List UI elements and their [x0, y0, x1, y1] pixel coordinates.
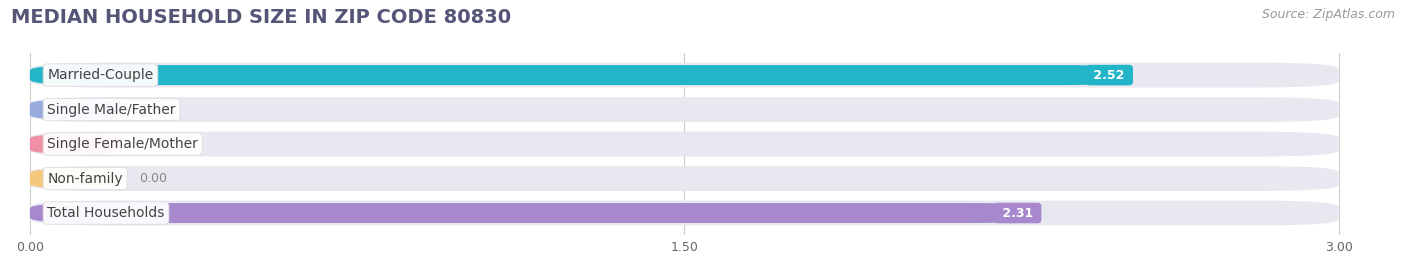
FancyBboxPatch shape — [30, 65, 1129, 85]
Text: 2.31: 2.31 — [998, 207, 1038, 220]
Text: Total Households: Total Households — [48, 206, 165, 220]
Text: 0.00: 0.00 — [139, 103, 167, 116]
FancyBboxPatch shape — [30, 166, 1339, 191]
Text: Non-family: Non-family — [48, 172, 122, 186]
Text: 0.00: 0.00 — [139, 137, 167, 151]
Text: Source: ZipAtlas.com: Source: ZipAtlas.com — [1261, 8, 1395, 21]
FancyBboxPatch shape — [30, 134, 121, 154]
Text: MEDIAN HOUSEHOLD SIZE IN ZIP CODE 80830: MEDIAN HOUSEHOLD SIZE IN ZIP CODE 80830 — [11, 8, 512, 27]
FancyBboxPatch shape — [30, 132, 1339, 157]
Text: Married-Couple: Married-Couple — [48, 68, 153, 82]
FancyBboxPatch shape — [30, 169, 121, 189]
Text: 0.00: 0.00 — [139, 172, 167, 185]
FancyBboxPatch shape — [30, 97, 1339, 122]
Text: Single Female/Mother: Single Female/Mother — [48, 137, 198, 151]
Text: Single Male/Father: Single Male/Father — [48, 102, 176, 116]
FancyBboxPatch shape — [30, 100, 121, 119]
FancyBboxPatch shape — [30, 63, 1339, 87]
Text: 2.52: 2.52 — [1090, 69, 1129, 82]
FancyBboxPatch shape — [30, 203, 1038, 223]
FancyBboxPatch shape — [30, 201, 1339, 225]
